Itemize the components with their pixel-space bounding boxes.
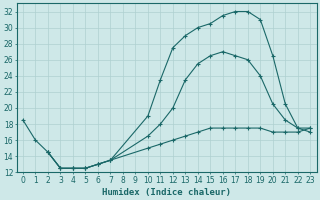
X-axis label: Humidex (Indice chaleur): Humidex (Indice chaleur) xyxy=(102,188,231,197)
